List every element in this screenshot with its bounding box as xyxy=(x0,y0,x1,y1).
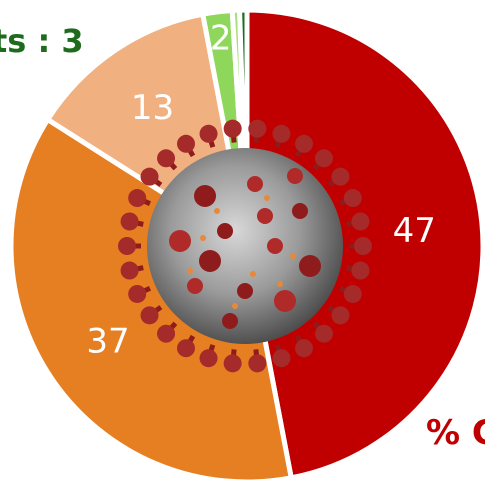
virus-spike-head xyxy=(331,167,350,186)
partial-top-text: ts : 3 xyxy=(0,22,84,60)
virus-spike-head xyxy=(295,339,313,358)
pie-slice-1 xyxy=(8,116,295,482)
virus-dot xyxy=(250,271,256,277)
partial-bottom-text: % C xyxy=(426,413,485,453)
virus-spike-head xyxy=(223,354,242,373)
slice-label-1: 37 xyxy=(86,321,129,361)
virus-image xyxy=(118,119,372,373)
virus-spike-head xyxy=(140,167,159,186)
slice-label-2: 13 xyxy=(131,88,174,128)
virus-surface-protein xyxy=(194,185,216,207)
virus-spike-head xyxy=(177,134,195,153)
virus-spike-head xyxy=(351,261,370,280)
virus-spike-head xyxy=(331,306,350,325)
virus-dot xyxy=(200,235,206,241)
virus-surface-protein xyxy=(222,313,238,329)
slice-labels: 47 37 13 2 xyxy=(86,19,435,362)
virus-spike-head xyxy=(314,324,333,343)
virus-surface-protein xyxy=(199,250,221,272)
virus-surface-protein xyxy=(274,290,296,312)
slice-label-0: 47 xyxy=(393,211,436,251)
virus-spike-head xyxy=(157,324,176,343)
virus-spike-head xyxy=(343,189,362,208)
virus-surface-protein xyxy=(292,203,308,219)
virus-surface-protein xyxy=(257,208,273,224)
virus-surface-protein xyxy=(287,168,303,184)
virus-spike-head xyxy=(128,189,147,208)
virus-spike-head xyxy=(157,149,176,168)
virus-spike-head xyxy=(223,119,242,138)
virus-spike-head xyxy=(354,237,372,255)
virus-surface-protein xyxy=(187,278,203,294)
virus-spike-head xyxy=(120,212,139,231)
virus-spike-head xyxy=(199,124,218,143)
virus-dot xyxy=(187,268,193,274)
virus-spike-head xyxy=(295,134,313,153)
virus-surface-protein xyxy=(299,255,321,277)
virus-spike-head xyxy=(177,339,195,358)
virus-surface-protein xyxy=(267,238,283,254)
virus-surface-protein xyxy=(169,230,191,252)
virus-spike-head xyxy=(272,124,291,143)
virus-dot xyxy=(277,281,283,287)
virus-spike-head xyxy=(248,354,267,373)
virus-surface-protein xyxy=(217,223,233,239)
virus-spike-head xyxy=(314,149,333,168)
virus-spike-head xyxy=(128,284,147,303)
virus-dot xyxy=(290,253,296,259)
virus-spike-head xyxy=(248,119,267,138)
virus-surface-protein xyxy=(247,176,263,192)
virus-dot xyxy=(214,208,220,214)
virus-dot xyxy=(264,195,270,201)
slice-label-3: 2 xyxy=(210,19,232,59)
virus-spike-head xyxy=(118,237,136,255)
virus-spike-head xyxy=(199,349,218,368)
virus-spike-head xyxy=(272,349,291,368)
virus-dot xyxy=(232,303,238,309)
virus-spike-head xyxy=(140,306,159,325)
virus-spike-head xyxy=(120,261,139,280)
virus-spike-head xyxy=(343,284,362,303)
virus-spike-head xyxy=(351,212,370,231)
virus-surface-protein xyxy=(237,283,253,299)
